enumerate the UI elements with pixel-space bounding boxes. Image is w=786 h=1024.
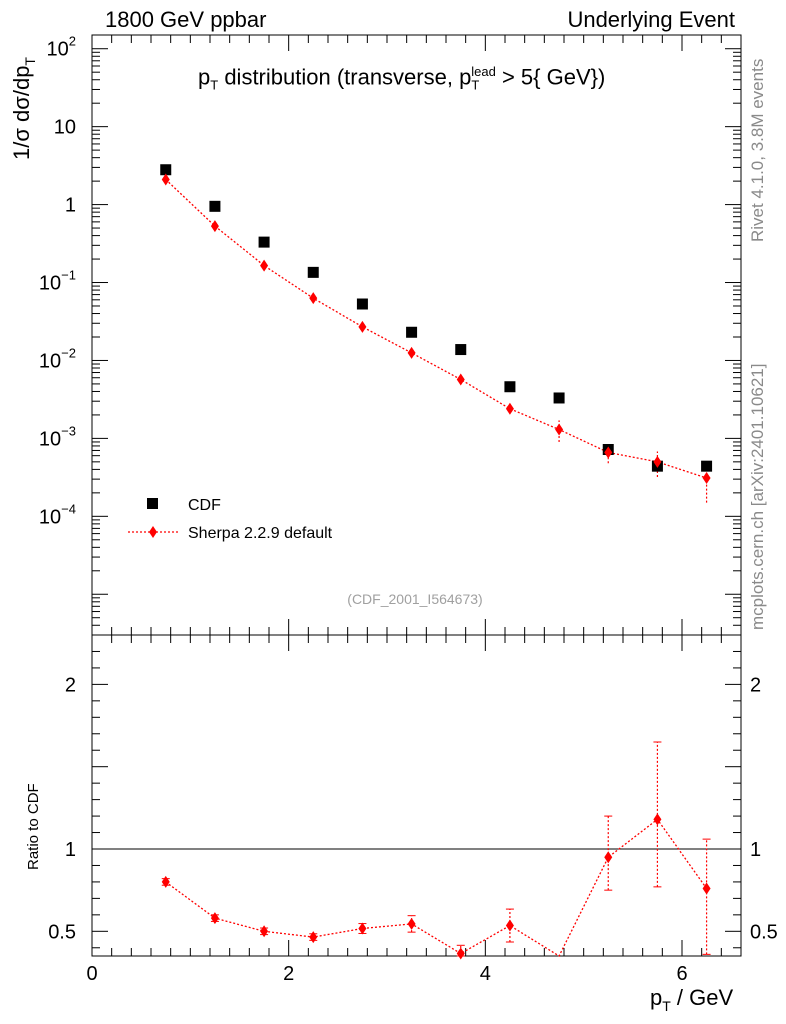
ratio-data-point — [309, 931, 318, 944]
ratio-data-point — [260, 925, 269, 938]
sherpa-data-point — [407, 346, 416, 359]
ratio-y-tick-label-left: 1 — [65, 839, 76, 861]
main-y-tick-label: 102 — [47, 34, 76, 61]
ratio-line — [165, 818, 708, 957]
cdf-data-point — [455, 344, 467, 356]
analysis-category-label: Underlying Event — [567, 7, 735, 32]
legend: CDF Sherpa 2.2.9 default — [128, 497, 333, 542]
sherpa-data-point — [260, 259, 269, 272]
main-x-axis-ticks — [91, 35, 742, 635]
title-text-cut: > 5{ GeV}) — [495, 64, 606, 90]
sherpa-data-point — [210, 220, 219, 233]
main-y-tick-label: 10−1 — [39, 268, 76, 295]
cdf-data-point — [307, 266, 319, 278]
process-label: 1800 GeV ppbar — [105, 7, 267, 32]
ratio-data-point — [604, 851, 613, 864]
cdf-data-point — [209, 200, 221, 212]
legend-cdf-marker — [147, 498, 158, 509]
sherpa-line — [165, 179, 707, 479]
x-tick-label: 6 — [676, 963, 687, 985]
main-y-tick-label: 10−3 — [39, 423, 76, 450]
sherpa-data-point — [702, 472, 711, 485]
ratio-x-axis: 0 2 4 6 — [86, 635, 742, 985]
title-lead-superscript: lead — [471, 64, 496, 79]
ratio-y-axis-title: Ratio to CDF — [25, 783, 42, 870]
sherpa-data-point — [456, 373, 465, 386]
cdf-data-point — [160, 164, 172, 176]
cdf-data-point — [701, 460, 713, 472]
ratio-y-tick-label-right: 0.5 — [750, 921, 778, 943]
title-p-subscript: T — [210, 77, 219, 93]
cdf-data-point — [356, 298, 368, 310]
sherpa-data-point — [161, 173, 170, 186]
legend-cdf-label: CDF — [188, 497, 221, 514]
ratio-data-point — [407, 917, 416, 930]
sherpa-data-point — [309, 292, 318, 305]
legend-sherpa-label: Sherpa 2.2.9 default — [188, 525, 333, 542]
main-y-axis: 10−4 10−3 10−2 10−1 1 10 102 — [39, 34, 741, 636]
legend-sherpa-marker — [149, 526, 157, 538]
x-tick-label: 2 — [283, 963, 294, 985]
ratio-data-point — [702, 882, 711, 895]
ratio-y-axis: 0.5 0.5 1 1 2 2 — [48, 634, 778, 949]
main-y-tick-label: 10−4 — [39, 501, 76, 528]
sherpa-data-point — [653, 455, 662, 468]
ratio-y-tick-label-left: 0.5 — [48, 921, 76, 943]
ratio-series-line — [165, 818, 708, 957]
analysis-watermark: (CDF_2001_I564673) — [347, 591, 482, 607]
x-axis-title: pT / GeV — [650, 985, 733, 1014]
title-p-lead-subscript: T — [471, 77, 480, 93]
sherpa-data-point — [505, 402, 514, 415]
main-y-tick-label: 1 — [65, 195, 76, 217]
ratio-data-point — [505, 919, 514, 932]
main-error-bars — [558, 420, 708, 503]
title-text-main: distribution (transverse, p — [218, 64, 472, 90]
main-series-lines — [165, 179, 707, 479]
ratio-y-tick-label-left: 2 — [65, 674, 76, 696]
cdf-data-point — [553, 392, 565, 404]
main-y-tick-label: 10−2 — [39, 345, 76, 372]
ratio-panel-frame — [91, 634, 742, 957]
ratio-data-point — [210, 912, 219, 925]
main-y-axis-title: 1/σ dσ/dpT — [9, 57, 38, 160]
sherpa-data-point — [358, 320, 367, 333]
sherpa-data-point — [604, 446, 613, 459]
title-p: p — [198, 64, 211, 90]
x-tick-label: 0 — [86, 963, 97, 985]
cdf-data-point — [258, 236, 270, 248]
main-y-tick-label: 10 — [54, 117, 76, 139]
ratio-data-point — [161, 875, 170, 888]
x-tick-label: 4 — [480, 963, 491, 985]
plot-title: pT distribution (transverse, pTlead > 5{… — [198, 64, 605, 93]
ratio-data-point — [653, 813, 662, 826]
cdf-data-point — [504, 381, 516, 393]
main-markers — [160, 164, 713, 485]
ratio-y-tick-label-right: 2 — [750, 674, 761, 696]
sherpa-data-point — [555, 423, 564, 436]
cdf-data-point — [406, 326, 418, 338]
ratio-y-tick-label-right: 1 — [750, 839, 761, 861]
ratio-data-point — [358, 922, 367, 935]
ratio-data-point — [456, 947, 465, 960]
ratio-markers — [161, 813, 711, 960]
